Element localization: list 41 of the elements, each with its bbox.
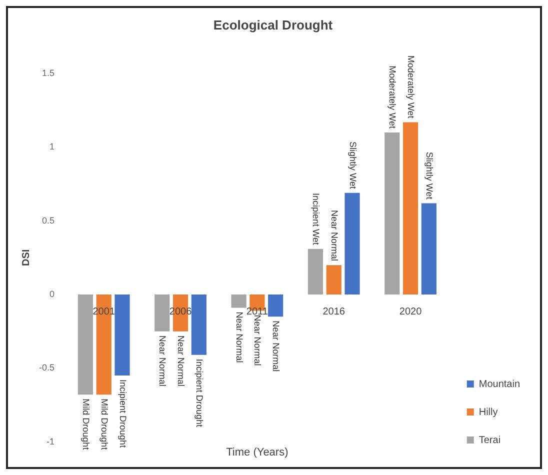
y-tick-label: -1: [46, 436, 55, 446]
data-label: Near Normal: [176, 335, 186, 386]
y-tick-label: -0.5: [38, 362, 55, 373]
data-label: Mild Drought: [80, 398, 91, 450]
x-tick-label: 2016: [322, 306, 346, 318]
x-tick-label: 2020: [399, 306, 422, 318]
bar: [191, 294, 206, 355]
bar: [231, 294, 246, 308]
chart-title: Ecological Drought: [213, 17, 334, 32]
bar: [421, 203, 436, 295]
legend-label: Hilly: [478, 406, 498, 418]
data-label: Moderately Wet: [388, 66, 398, 130]
bar: [114, 294, 130, 376]
bar: [384, 132, 400, 295]
y-tick-label: 1.5: [42, 68, 55, 78]
bar: [402, 122, 418, 295]
data-label: Incipient Drought: [118, 380, 128, 448]
legend-label: Mountain: [478, 378, 520, 390]
x-axis-title: Time (Years): [226, 446, 288, 458]
data-label: Moderately Wet: [406, 55, 416, 119]
data-label: Near Normal: [252, 314, 263, 366]
data-label: Near Normal: [329, 210, 340, 262]
data-label: Near Normal: [271, 320, 282, 372]
bar: [78, 294, 93, 395]
bar: [268, 294, 284, 317]
y-tick-label: 0.5: [42, 215, 55, 226]
data-label: Mild Drought: [99, 398, 110, 450]
data-label: Incipient Wet: [310, 192, 321, 246]
y-axis-title: DSI: [20, 249, 32, 266]
bar: [326, 265, 342, 295]
data-label: Near Normal: [158, 335, 168, 386]
bar: [154, 294, 170, 332]
data-label: Incipient Drought: [194, 358, 204, 428]
y-tick-label: 1: [49, 142, 55, 152]
data-label: Slightly Wet: [348, 142, 358, 190]
bar: [344, 192, 360, 295]
y-tick-label: 0: [49, 289, 55, 300]
bar: [308, 248, 323, 295]
legend-label: Terai: [478, 434, 501, 446]
data-label: Slightly Wet: [424, 152, 434, 200]
data-label: Near Normal: [234, 312, 244, 363]
